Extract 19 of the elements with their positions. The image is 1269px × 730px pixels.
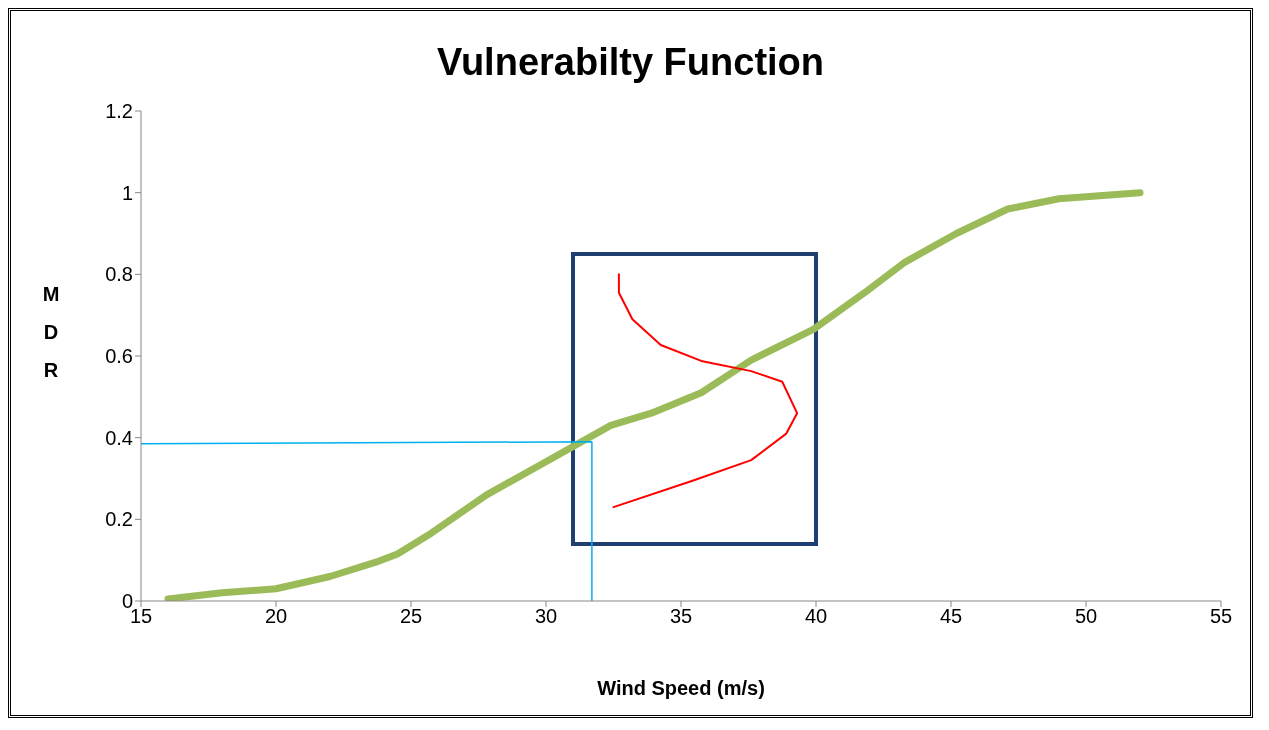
x-axis-title: Wind Speed (m/s): [597, 677, 765, 700]
chart-title: Vulnerabilty Function: [435, 41, 826, 85]
y-tick-label: 0.4: [105, 426, 133, 449]
y-axis-title: MDR: [42, 283, 60, 381]
x-tick-label: 50: [1074, 605, 1098, 628]
x-tick-label: 35: [669, 605, 693, 628]
y-tick-label: 1: [121, 181, 133, 204]
y-tick-label: 1.2: [105, 100, 133, 123]
x-tick-label: 40: [804, 605, 828, 628]
y-tick-label: 0.8: [105, 263, 133, 286]
x-tick-label: 55: [1209, 605, 1233, 628]
x-tick-label: 30: [534, 605, 558, 628]
y-tick-label: 0: [121, 590, 133, 613]
x-tick-label: 25: [399, 605, 423, 628]
y-tick-label: 0.6: [105, 345, 133, 368]
x-tick-label: 45: [939, 605, 963, 628]
y-tick-label: 0.2: [105, 508, 133, 531]
x-tick-label: 20: [264, 605, 288, 628]
line-series: [612, 273, 799, 509]
